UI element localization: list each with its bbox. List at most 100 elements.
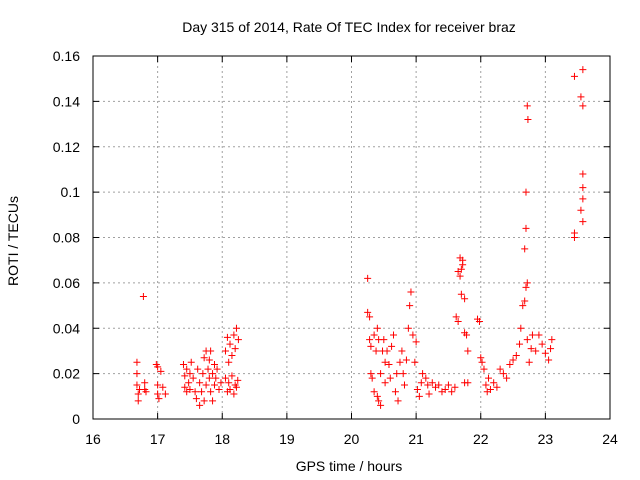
- data-point-marker: [522, 283, 530, 291]
- data-point-marker: [391, 388, 399, 396]
- x-tick-label: 17: [150, 431, 166, 447]
- data-point-marker: [181, 372, 189, 380]
- data-point-marker: [370, 331, 378, 339]
- data-point-marker: [217, 379, 225, 387]
- data-point-marker: [381, 379, 389, 387]
- data-point-marker: [523, 336, 531, 344]
- data-point-marker: [444, 381, 452, 389]
- data-point-marker: [577, 206, 585, 214]
- data-point-marker: [477, 354, 485, 362]
- data-point-marker: [570, 229, 578, 237]
- data-point-marker: [370, 388, 378, 396]
- y-tick-label: 0.16: [53, 48, 80, 64]
- data-point-marker: [230, 331, 238, 339]
- data-point-marker: [570, 72, 578, 80]
- data-point-marker: [189, 374, 197, 382]
- data-point-marker: [226, 386, 234, 394]
- chart-title: Day 315 of 2014, Rate Of TEC Index for r…: [182, 19, 516, 35]
- data-point-marker: [579, 184, 587, 192]
- x-tick-label: 19: [279, 431, 295, 447]
- data-point-marker: [493, 383, 501, 391]
- y-tick-label: 0.06: [53, 275, 80, 291]
- data-point-marker: [380, 336, 388, 344]
- data-point-marker: [234, 336, 242, 344]
- data-point-marker: [232, 383, 240, 391]
- data-point-marker: [506, 361, 514, 369]
- data-point-marker: [396, 358, 404, 366]
- y-tick-labels: 0 0.02 0.04 0.06 0.08 0.1 0.12 0.14 0.16: [53, 48, 80, 427]
- x-tick-label: 23: [538, 431, 554, 447]
- data-point-marker: [463, 331, 471, 339]
- data-point-marker: [386, 374, 394, 382]
- data-point-marker: [412, 338, 420, 346]
- data-point-marker: [213, 365, 221, 373]
- data-point-marker: [186, 386, 194, 394]
- data-point-marker: [210, 361, 218, 369]
- data-point-marker: [521, 297, 529, 305]
- data-point-marker: [367, 342, 375, 350]
- data-point-marker: [452, 313, 460, 321]
- data-point-marker: [133, 358, 141, 366]
- data-point-marker: [372, 347, 380, 355]
- data-point-marker: [579, 66, 587, 74]
- data-point-marker: [185, 379, 193, 387]
- data-point-marker: [398, 347, 406, 355]
- data-point-marker: [212, 374, 220, 382]
- data-point-marker: [364, 308, 372, 316]
- data-point-marker: [364, 274, 372, 282]
- data-point-marker: [226, 340, 234, 348]
- data-point-marker: [457, 265, 465, 273]
- x-tick-labels: 16 17 18 19 20 21 22 23 24: [85, 431, 618, 447]
- data-point-marker: [451, 383, 459, 391]
- data-point-marker: [464, 379, 472, 387]
- data-point-marker: [207, 347, 215, 355]
- data-point-marker: [419, 370, 427, 378]
- data-point-marker: [400, 381, 408, 389]
- data-point-marker: [393, 370, 401, 378]
- x-tick-label: 20: [344, 431, 360, 447]
- data-point-marker: [496, 365, 504, 373]
- data-point-marker: [234, 376, 242, 384]
- x-tick-label: 22: [473, 431, 489, 447]
- data-point-marker: [375, 397, 383, 405]
- data-point-marker: [521, 245, 529, 253]
- data-point-marker: [367, 370, 375, 378]
- y-tick-label: 0.02: [53, 366, 80, 382]
- data-point-marker: [541, 349, 549, 357]
- data-point-marker: [417, 379, 425, 387]
- data-point-marker: [139, 292, 147, 300]
- data-point-marker: [516, 340, 524, 348]
- data-point-marker: [194, 365, 202, 373]
- data-point-marker: [475, 317, 483, 325]
- data-point-marker: [232, 324, 240, 332]
- data-point-marker: [441, 386, 449, 394]
- y-tick-label: 0.04: [53, 320, 80, 336]
- data-point-marker: [545, 356, 553, 364]
- data-point-marker: [435, 381, 443, 389]
- data-point-marker: [210, 381, 218, 389]
- y-tick-label: 0.08: [53, 230, 80, 246]
- data-point-marker: [579, 195, 587, 203]
- data-point-marker: [161, 390, 169, 398]
- data-point-marker: [407, 288, 415, 296]
- data-point-marker: [205, 374, 213, 382]
- data-point-marker: [528, 331, 536, 339]
- data-point-marker: [225, 379, 233, 387]
- data-point-marker: [512, 351, 520, 359]
- y-tick-label: 0.14: [53, 93, 80, 109]
- x-tick-label: 24: [602, 431, 618, 447]
- data-point-marker: [205, 356, 213, 364]
- x-tick-label: 21: [408, 431, 424, 447]
- data-point-marker: [461, 295, 469, 303]
- data-point-marker: [548, 336, 556, 344]
- data-point-marker: [422, 374, 430, 382]
- data-point-marker: [373, 324, 381, 332]
- data-point-marker: [373, 392, 381, 400]
- data-point-marker: [517, 324, 525, 332]
- data-point-marker: [490, 379, 498, 387]
- data-point-marker: [464, 347, 472, 355]
- data-point-marker: [134, 397, 142, 405]
- data-point-marker: [196, 401, 204, 409]
- data-point-marker: [383, 347, 391, 355]
- data-point-marker: [155, 395, 163, 403]
